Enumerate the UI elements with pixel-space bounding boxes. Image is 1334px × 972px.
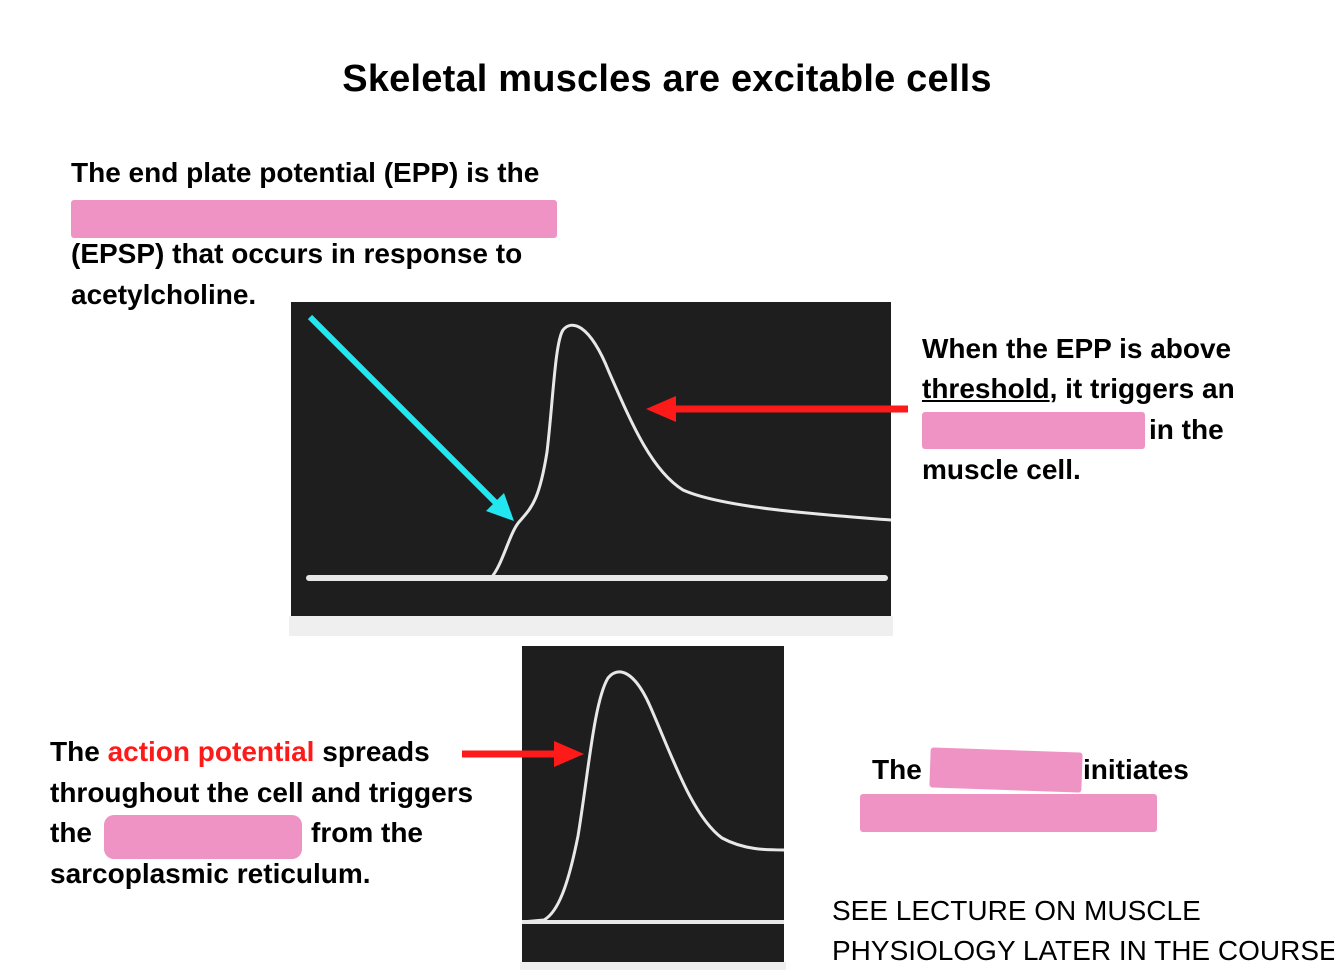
slide-title: Skeletal muscles are excitable cells bbox=[342, 58, 992, 100]
red-action-potential-arrow-lower bbox=[462, 741, 584, 767]
scope-caption-strip bbox=[289, 616, 893, 636]
ap-text-line-3-end: from the bbox=[311, 817, 423, 848]
epp-oscilloscope-trace bbox=[291, 302, 891, 616]
redacted-highlight-action-potential bbox=[922, 412, 1145, 449]
initiates-word: initiates bbox=[1083, 754, 1189, 785]
redacted-highlight-calcium bbox=[104, 815, 302, 859]
threshold-text-line-3-rest: in the bbox=[1149, 414, 1224, 445]
redacted-highlight-calcium-subject bbox=[929, 747, 1083, 793]
epp-text-line-4: acetylcholine. bbox=[71, 279, 257, 310]
redacted-highlight-epsp bbox=[71, 200, 557, 238]
epp-text-line-1: The end plate potential (EPP) is the bbox=[71, 157, 540, 188]
action-potential-term: action potential bbox=[107, 736, 315, 767]
scope-2-caption-strip bbox=[520, 962, 786, 970]
epp-text-line-3: (EPSP) that occurs in response to bbox=[71, 238, 523, 269]
threshold-text-line-2: threshold, it triggers an bbox=[922, 369, 1235, 410]
threshold-text-line-4: muscle cell. bbox=[922, 454, 1081, 485]
ap-text-line-2: throughout the cell and triggers bbox=[50, 777, 474, 808]
ap-text-line-3-start: the bbox=[50, 817, 92, 848]
threshold-text-line-1: When the EPP is above bbox=[922, 333, 1232, 364]
cyan-threshold-arrow bbox=[307, 314, 514, 521]
ap-the: The bbox=[50, 736, 100, 767]
footer-note-line-2: PHYSIOLOGY LATER IN THE COURSE bbox=[832, 935, 1334, 966]
ap-text-line-1-rest: spreads bbox=[322, 736, 430, 767]
threshold-word: threshold bbox=[922, 373, 1050, 404]
red-action-potential-arrow-upper bbox=[646, 396, 908, 422]
action-potential-oscilloscope-trace bbox=[522, 646, 784, 962]
redacted-highlight-contraction bbox=[860, 794, 1157, 832]
initiates-the: The bbox=[872, 754, 922, 785]
footer-note-line-1: SEE LECTURE ON MUSCLE bbox=[832, 895, 1201, 926]
ap-text-line-1: The action potential spreads bbox=[50, 732, 430, 773]
threshold-text-line-2-rest: , it triggers an bbox=[1049, 373, 1235, 404]
ap-text-line-4: sarcoplasmic reticulum. bbox=[50, 858, 371, 889]
